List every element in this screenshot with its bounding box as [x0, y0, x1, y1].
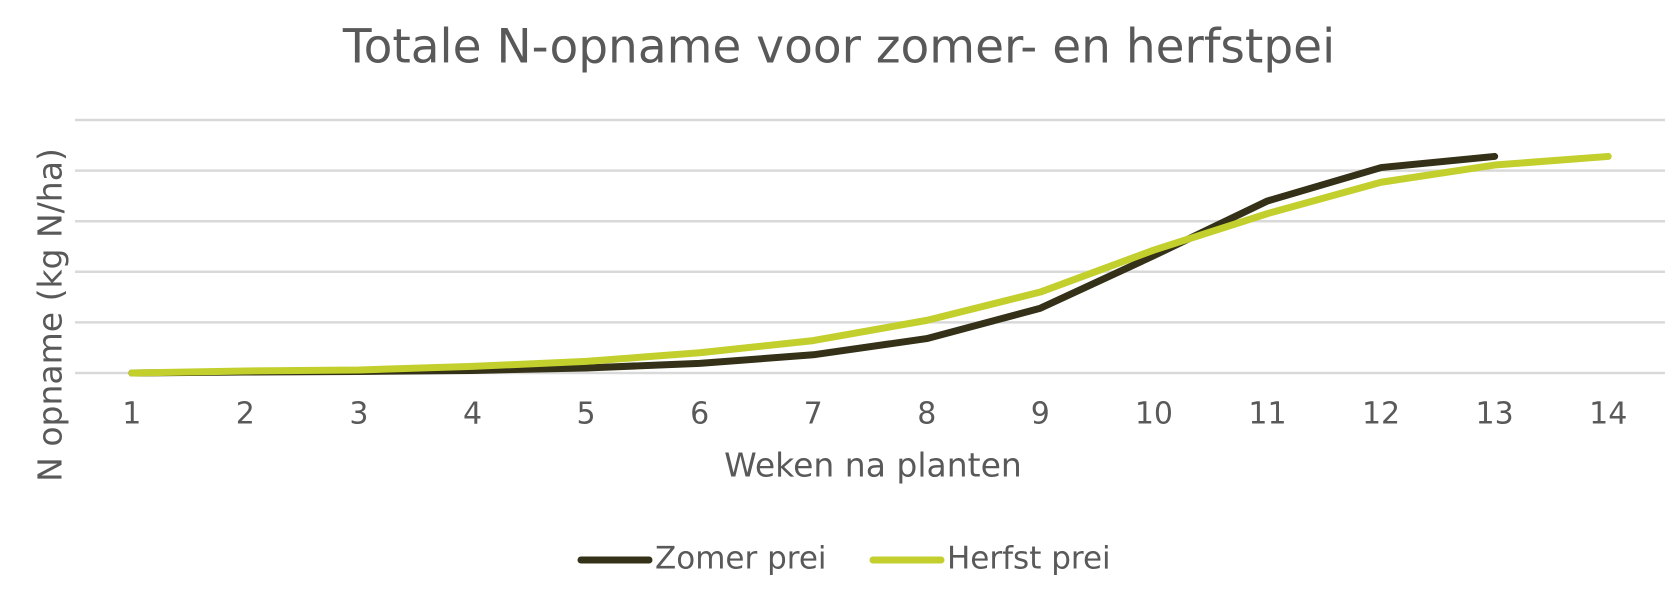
y-axis-title: N opname (kg N/ha) — [31, 148, 70, 482]
x-tick-label: 12 — [1362, 397, 1400, 432]
x-tick-label: 4 — [463, 397, 482, 432]
x-tick-label: 11 — [1248, 397, 1286, 432]
x-tick-label: 14 — [1589, 397, 1627, 432]
x-tick-label: 13 — [1476, 397, 1514, 432]
x-axis-title: Weken na planten — [724, 446, 1022, 485]
legend-label: Herfst prei — [947, 541, 1111, 577]
x-tick-label: 9 — [1031, 397, 1050, 432]
x-tick-label: 7 — [804, 397, 823, 432]
chart-title: Totale N-opname voor zomer- en herfstpei — [342, 20, 1335, 75]
x-tick-label: 6 — [690, 397, 709, 432]
legend-label: Zomer prei — [655, 541, 827, 577]
x-tick-label: 8 — [917, 397, 936, 432]
x-tick-label: 3 — [349, 397, 368, 432]
x-tick-label: 2 — [236, 397, 255, 432]
x-tick-label: 5 — [577, 397, 596, 432]
x-tick-label: 10 — [1135, 397, 1173, 432]
series-line — [128, 152, 1612, 377]
x-tick-label: 1 — [122, 397, 141, 432]
